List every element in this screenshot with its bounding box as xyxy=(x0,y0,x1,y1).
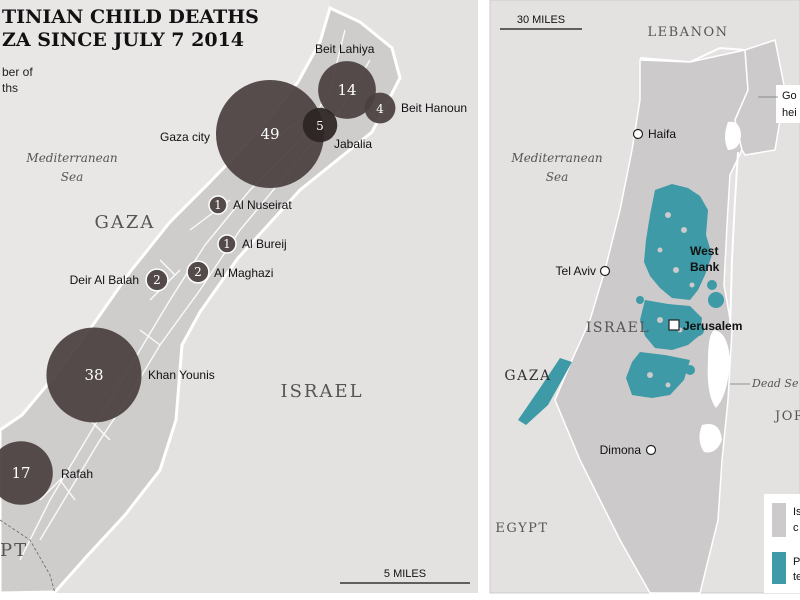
place-label-al-maghazi: Al Maghazi xyxy=(214,266,273,280)
bubble-gaza-city xyxy=(216,80,324,188)
right-sea-label-line2: Sea xyxy=(546,170,568,184)
dead-sea xyxy=(707,330,730,408)
place-label-khan-younis: Khan Younis xyxy=(148,368,215,382)
city-marker-dimona xyxy=(645,444,657,456)
bubble-jabalia xyxy=(302,107,338,143)
place-label-gaza-city: Gaza city xyxy=(160,130,210,144)
left-map: TINIAN CHILD DEATHS ZA SINCE JULY 7 2014… xyxy=(0,0,478,594)
city-marker-tel-aviv xyxy=(599,265,611,277)
place-label-al-nuseirat: Al Nuseirat xyxy=(233,198,292,212)
bubble-count-jabalia: 5 xyxy=(316,119,324,133)
bubble-al-bureij xyxy=(217,234,237,254)
sea-of-galilee xyxy=(725,121,741,150)
bubble-count-al-nuseirat: 1 xyxy=(214,198,222,212)
city-marker-jerusalem xyxy=(668,319,680,331)
right-map: Go hei 30 MILES LEBANON Mediterranean xyxy=(489,0,800,594)
legend-israel-line2: c xyxy=(793,522,799,534)
city-label-haifa: Haifa xyxy=(648,127,676,141)
map-title-line1: TINIAN CHILD DEATHS xyxy=(2,6,259,28)
legend-swatch-israel xyxy=(772,503,786,537)
city-label-tel-aviv: Tel Aviv xyxy=(556,264,596,278)
lebanon-border xyxy=(639,46,746,64)
place-label-rafah: Rafah xyxy=(61,467,93,481)
place-label-al-bureij: Al Bureij xyxy=(242,237,287,251)
sea-label-line2: Sea xyxy=(61,170,83,184)
bubble-count-gaza-city: 49 xyxy=(260,125,279,143)
panel-divider xyxy=(478,0,490,600)
label-west-bank-line1: West xyxy=(690,244,718,258)
legend-label-line1: ber of xyxy=(2,65,33,79)
legend-pal-line1: P xyxy=(793,556,800,568)
legend-swatch-palestinian xyxy=(772,552,786,584)
bubble-count-khan-younis: 38 xyxy=(84,366,103,384)
legend-israel-line1: Is xyxy=(793,506,800,518)
region-label-gaza: GAZA xyxy=(95,212,156,233)
bubble-beit-hanoun xyxy=(364,92,396,124)
bubble-beit-lahiya xyxy=(318,61,376,119)
city-marker-haifa xyxy=(632,128,644,140)
place-label-beit-hanoun: Beit Hanoun xyxy=(401,101,467,115)
gaza-territory xyxy=(518,358,572,425)
label-jordan: JOR xyxy=(773,409,800,424)
bubble-count-deir-al-balah: 2 xyxy=(153,273,161,287)
scale-label-30-miles: 30 MILES xyxy=(517,14,565,26)
bubble-count-beit-hanoun: 4 xyxy=(376,102,384,116)
bubble-count-al-bureij: 1 xyxy=(223,237,231,251)
city-label-dimona: Dimona xyxy=(600,443,642,457)
jordan-river xyxy=(729,151,739,331)
place-label-beit-lahiya: Beit Lahiya xyxy=(315,42,375,56)
city-label-jerusalem: Jerusalem xyxy=(683,319,742,333)
bubble-al-maghazi xyxy=(186,260,210,284)
region-label-israel: ISRAEL xyxy=(280,381,363,402)
bubble-deir-al-balah xyxy=(145,268,169,292)
label-dead-sea: Dead Se xyxy=(751,377,799,390)
bubble-rafah xyxy=(0,441,53,505)
right-sea-label-line1: Mediterranean xyxy=(510,151,602,165)
label-lebanon: LEBANON xyxy=(648,25,729,40)
region-label-egypt: PT xyxy=(0,540,28,561)
label-egypt: EGYPT xyxy=(495,521,548,536)
death-bubbles: 14 Beit Lahiya 4 Beit Hanoun 49 Gaza city 5 Jab… xyxy=(0,42,467,505)
map-title-line2: ZA SINCE JULY 7 2014 xyxy=(2,29,244,51)
place-label-deir-al-balah: Deir Al Balah xyxy=(70,273,139,287)
label-west-bank-line2: Bank xyxy=(690,260,720,274)
legend-label-line2: ths xyxy=(2,81,18,95)
bubble-count-beit-lahiya: 14 xyxy=(337,81,356,99)
golan-heights xyxy=(734,39,786,156)
label-israel: ISRAEL xyxy=(586,320,650,336)
golan-label-line1: Go xyxy=(782,90,797,102)
sea-label-line1: Mediterranean xyxy=(25,151,117,165)
bubble-count-al-maghazi: 2 xyxy=(194,265,202,279)
egypt-border xyxy=(0,519,56,594)
legend-pal-line2: te xyxy=(793,571,800,583)
golan-label-line2: hei xyxy=(782,107,797,119)
bubble-al-nuseirat xyxy=(208,195,228,215)
bubble-count-rafah: 17 xyxy=(11,464,30,482)
bubble-khan-younis xyxy=(46,327,142,423)
label-gaza: GAZA xyxy=(504,368,551,384)
place-label-jabalia: Jabalia xyxy=(334,137,372,151)
scale-label-5-miles: 5 MILES xyxy=(384,568,426,580)
